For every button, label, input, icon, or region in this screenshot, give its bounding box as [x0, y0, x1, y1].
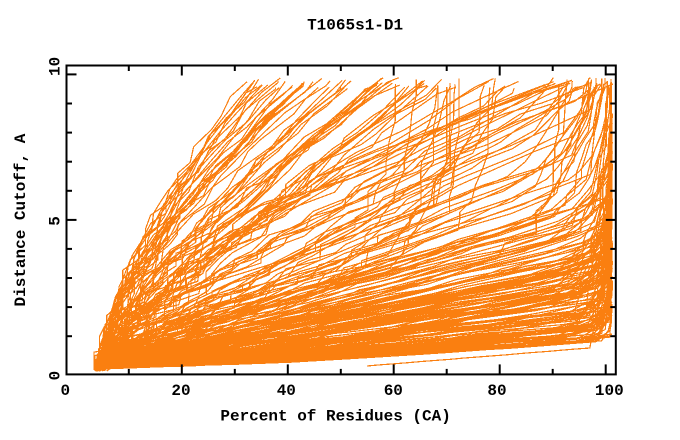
svg-text:0: 0 [60, 382, 70, 400]
svg-text:5: 5 [47, 216, 65, 226]
svg-text:20: 20 [171, 382, 190, 400]
svg-text:60: 60 [384, 382, 403, 400]
svg-text:Percent of Residues (CA): Percent of Residues (CA) [220, 407, 450, 425]
svg-text:0: 0 [47, 371, 65, 381]
svg-text:10: 10 [47, 57, 65, 76]
svg-text:T1065s1-D1: T1065s1-D1 [307, 17, 403, 35]
svg-text:100: 100 [595, 382, 624, 400]
svg-text:80: 80 [487, 382, 506, 400]
svg-text:40: 40 [277, 382, 296, 400]
svg-text:Distance Cutoff, A: Distance Cutoff, A [12, 133, 30, 306]
